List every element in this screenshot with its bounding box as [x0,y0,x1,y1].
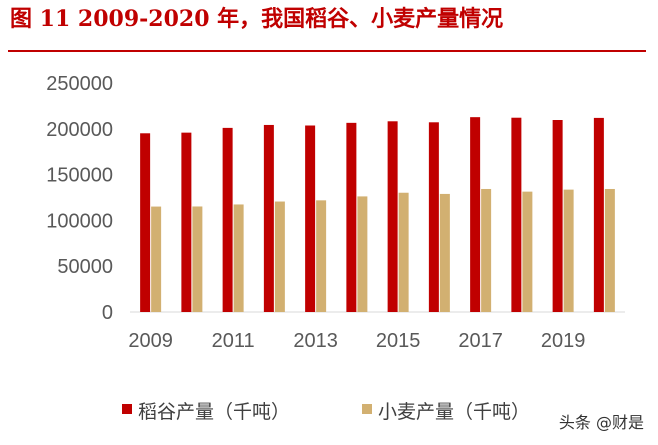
x-tick-label: 2009 [128,330,173,352]
bar-rice-2020 [593,117,604,312]
bar-rice-2018 [511,117,522,312]
bar-rice-2013 [305,125,316,312]
x-tick-label: 2019 [541,330,586,352]
y-tick-label: 150000 [46,165,113,187]
legend-label-rice: 稻谷产量（千吨） [138,401,290,423]
legend-label-wheat: 小麦产量（千吨） [378,401,530,423]
bar-rice-2017 [470,117,481,312]
bar-rice-2016 [428,122,439,312]
bar-rice-2009 [140,133,151,312]
bar-rice-2011 [222,127,233,312]
bar-rice-2012 [263,124,274,313]
bar-rice-2019 [552,120,563,312]
y-tick-label: 100000 [46,210,113,232]
bar-wheat-2009 [151,206,162,312]
bar-wheat-2016 [439,193,450,312]
bar-rice-2015 [387,121,398,312]
chart-legend: 稻谷产量（千吨） 小麦产量（千吨） [122,401,530,423]
bar-rice-2014 [346,122,357,312]
bar-wheat-2011 [233,204,244,312]
bar-wheat-2017 [481,188,492,312]
legend-swatch-wheat [362,404,372,414]
bar-wheat-2020 [604,188,615,312]
bar-wheat-2010 [192,206,203,312]
x-tick-label: 2011 [212,330,255,352]
watermark: 头条 @财是 [558,413,644,432]
bar-wheat-2019 [563,189,574,312]
bar-wheat-2013 [316,200,327,312]
bar-rice-2010 [181,132,192,312]
chart-title: 图 11 2009-2020 年，我国稻谷、小麦产量情况 [10,6,504,32]
bar-wheat-2018 [522,191,533,312]
x-tick-label: 2015 [376,330,421,352]
x-tick-label: 2013 [293,330,338,352]
bar-wheat-2012 [274,201,285,312]
x-tick-label: 2017 [458,330,503,352]
y-tick-label: 250000 [46,73,113,95]
bar-wheat-2014 [357,196,368,312]
y-tick-label: 0 [102,302,113,324]
y-tick-label: 50000 [57,256,113,278]
legend-swatch-rice [122,404,132,414]
y-tick-label: 200000 [46,119,113,141]
bar-wheat-2015 [398,192,409,312]
title-divider [8,50,646,52]
